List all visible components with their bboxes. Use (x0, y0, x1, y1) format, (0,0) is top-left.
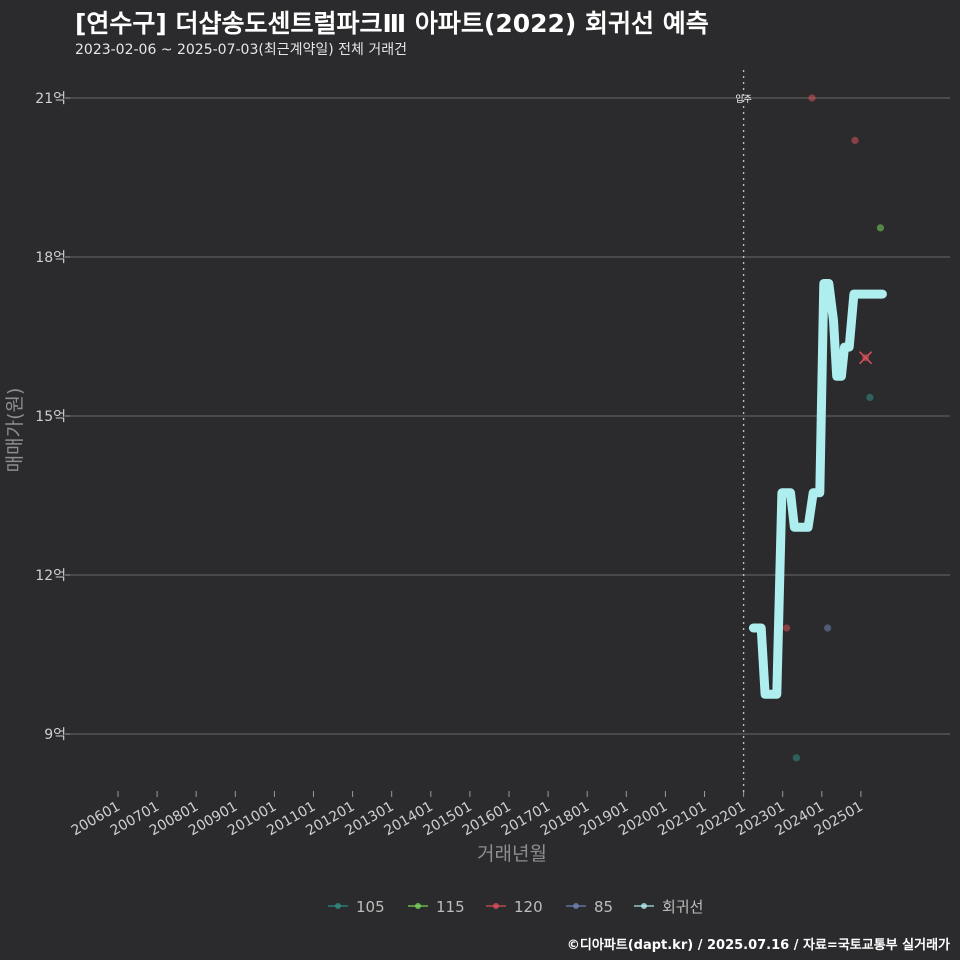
legend-swatch-dot (335, 903, 341, 909)
legend-swatch-dot (641, 903, 647, 909)
scatter-points (783, 94, 885, 762)
grid-lines (70, 97, 950, 735)
move-in-marker: 입주 (735, 70, 752, 795)
legend-label: 회귀선 (662, 898, 703, 916)
y-tick-label: 15억 (35, 409, 66, 425)
legend-label: 120 (514, 898, 543, 916)
latest-marker-cross (859, 351, 873, 365)
legend-swatch-dot (415, 903, 421, 909)
y-tick-label: 12억 (35, 568, 66, 584)
data-point-120 (851, 136, 859, 144)
regression-line (748, 279, 887, 699)
data-point-120 (783, 624, 791, 632)
y-axis-label: 매매가(원) (4, 388, 26, 473)
regression-line-group (748, 279, 887, 699)
chart-title: [연수구] 더샵송도센트럴파크Ⅲ 아파트(2022) 회귀선 예측 (75, 9, 709, 38)
data-point-115 (876, 224, 885, 232)
data-point-120 (808, 94, 816, 102)
legend-label: 115 (436, 898, 465, 916)
move-in-label: 입주 (735, 93, 752, 105)
x-axis-label: 거래년월 (477, 843, 547, 865)
chart-subtitle: 2023-02-06 ~ 2025-07-03(최근계약일) 전체 거래건 (75, 42, 407, 58)
y-tick-label: 18억 (35, 250, 66, 266)
data-point-105 (866, 393, 874, 402)
legend-label: 105 (356, 898, 385, 916)
y-tick-label: 9억 (44, 727, 66, 743)
data-point-105 (792, 754, 800, 762)
y-axis-ticks: 9억 12억 15억 18억 21억 (35, 91, 70, 743)
legend-label: 85 (594, 898, 613, 916)
legend-swatch-dot (573, 903, 579, 909)
legend: 105 115 120 85 회귀선 (328, 898, 703, 916)
data-point-85 (824, 624, 832, 632)
x-axis-ticks: 2006012007012008012009012010012011012012… (69, 791, 866, 839)
y-tick-label: 21억 (35, 91, 66, 107)
legend-swatch-dot (493, 903, 499, 909)
source-credit: ©디아파트(dapt.kr) / 2025.07.16 / 자료=국토교통부 실… (566, 938, 950, 953)
